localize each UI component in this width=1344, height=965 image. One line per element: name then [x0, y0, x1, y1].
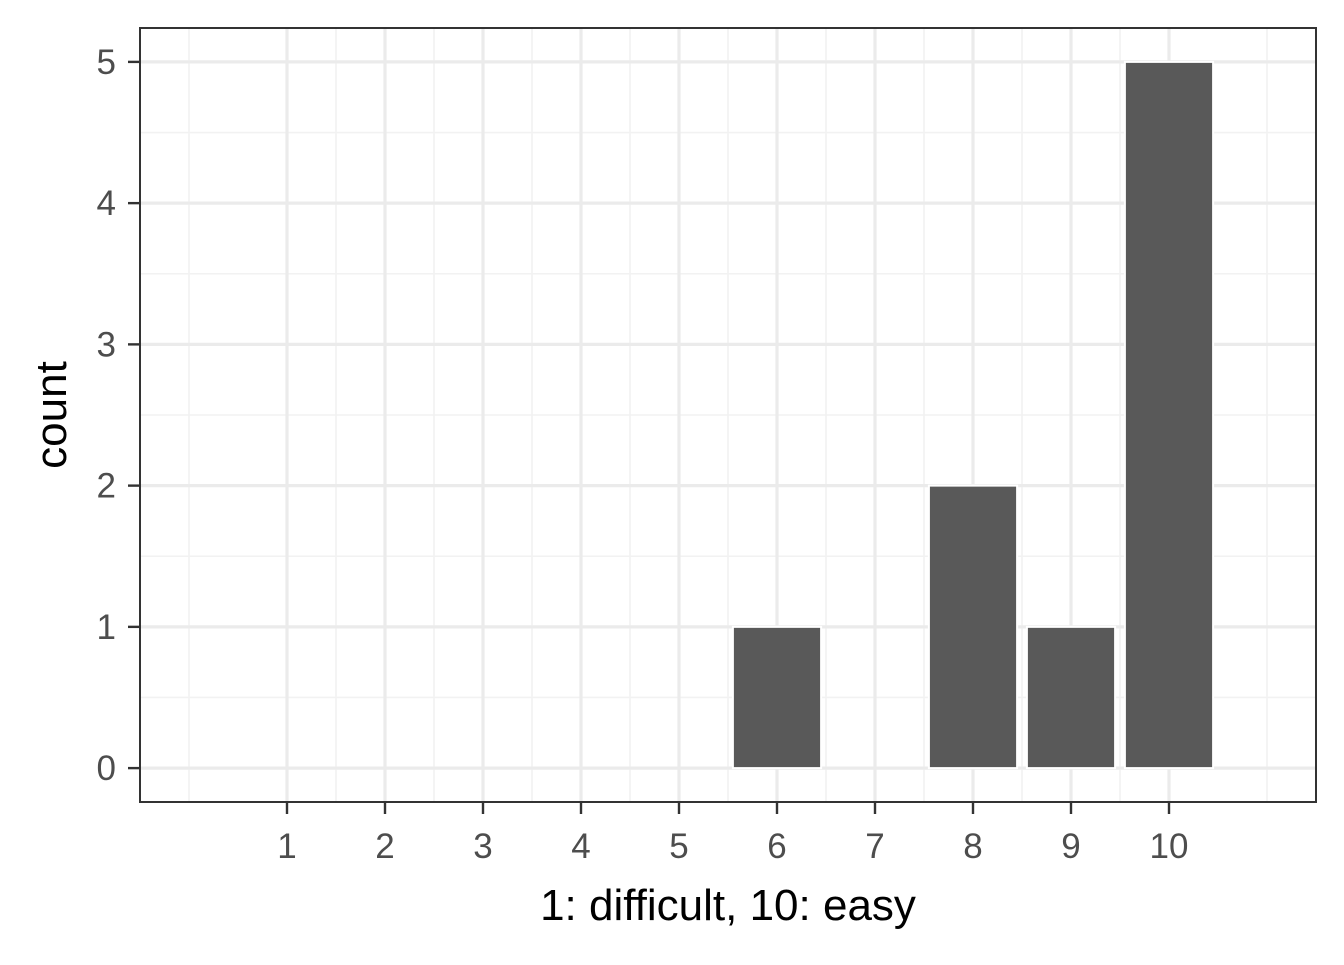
axis-ticks [128, 60, 1171, 814]
y-axis-title: count [27, 361, 76, 469]
x-tick-label: 7 [865, 827, 884, 866]
y-tick-label: 3 [97, 325, 116, 364]
bar-8 [927, 484, 1019, 770]
x-tick-label: 3 [473, 827, 492, 866]
x-tick-label: 10 [1150, 827, 1189, 866]
bar-10 [1123, 60, 1215, 770]
x-tick-label: 8 [963, 827, 982, 866]
x-tick-label: 5 [669, 827, 688, 866]
y-tick-label: 5 [97, 43, 116, 82]
x-tick-label: 9 [1061, 827, 1080, 866]
x-tick-label: 2 [375, 827, 394, 866]
bars [731, 60, 1215, 770]
bar-6 [731, 625, 823, 770]
y-tick-label: 4 [97, 184, 116, 223]
x-tick-label: 6 [767, 827, 786, 866]
bar-9 [1025, 625, 1117, 770]
y-tick-label: 0 [97, 749, 116, 788]
x-tick-label: 4 [571, 827, 590, 866]
y-tick-label: 1 [97, 608, 116, 647]
x-tick-label: 1 [277, 827, 296, 866]
plot-panel-border [139, 27, 1317, 803]
x-axis-title: 1: difficult, 10: easy [540, 881, 916, 930]
tick-labels: 1 2 3 4 5 6 7 8 9 10 0 1 2 3 4 5 [97, 43, 1189, 866]
grid-lines [140, 28, 1316, 802]
y-tick-label: 2 [97, 467, 116, 506]
